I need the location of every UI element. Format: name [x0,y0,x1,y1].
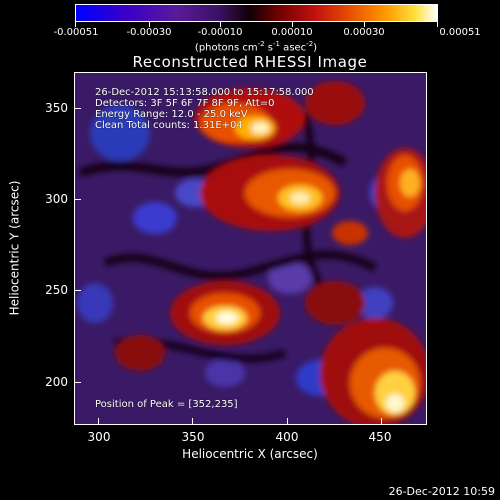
y-tick-label: 200 [45,375,68,389]
image-title: Reconstructed RHESSI Image [132,53,368,71]
info-detectors: Detectors: 3F 5F 6F 7F 8F 9F, Att=0 [95,98,275,109]
x-tick-label: 450 [368,430,392,444]
y-tick-mark [75,290,81,291]
colorbar-tick [437,22,438,27]
colorbar [75,4,438,22]
x-axis-title: Heliocentric X (arcsec) [182,447,318,461]
x-tick-label: 400 [275,430,299,444]
colorbar-tick-label: 0.00030 [343,27,385,38]
x-tick-mark [381,418,382,424]
info-clean-counts: Clean Total counts: 1.31E+04 [95,120,243,131]
plot-timestamp: 26-Dec-2012 10:59 [388,485,495,498]
x-tick-mark [287,418,288,424]
heatmap [75,73,426,424]
y-axis-title: Heliocentric Y (arcsec) [6,180,21,316]
colorbar-tick [292,22,293,27]
x-tick-mark [98,418,99,424]
colorbar-tick-label: -0.00010 [197,27,243,38]
y-tick-label: 350 [45,101,68,115]
info-time-range: 26-Dec-2012 15:13:58.000 to 15:17:58.000 [95,87,314,98]
colorbar-tick-label: -0.00051 [53,27,99,38]
y-tick-mark [75,108,81,109]
y-tick-label: 250 [45,283,68,297]
colorbar-tick [220,22,221,27]
colorbar-gradient [76,5,437,21]
colorbar-tick [149,22,150,27]
y-tick-mark [75,199,81,200]
colorbar-tick-label: -0.00030 [126,27,172,38]
x-tick-label: 350 [181,430,205,444]
info-energy-range: Energy Range: 12.0 - 25.0 keV [95,109,248,120]
colorbar-tick [75,22,76,27]
x-tick-mark [192,418,193,424]
y-tick-label: 300 [45,192,68,206]
colorbar-tick-label: 0.00010 [271,27,313,38]
rhessi-image: 26-Dec-2012 15:13:58.000 to 15:17:58.000… [74,72,427,425]
x-tick-label: 300 [87,430,111,444]
peak-position: Position of Peak = [352,235] [95,399,238,410]
y-tick-mark [75,382,81,383]
colorbar-tick [364,22,365,27]
colorbar-tick-label: 0.00051 [439,27,481,38]
colorbar-units: (photons cm-2 s-1 asec-2) [194,40,318,54]
